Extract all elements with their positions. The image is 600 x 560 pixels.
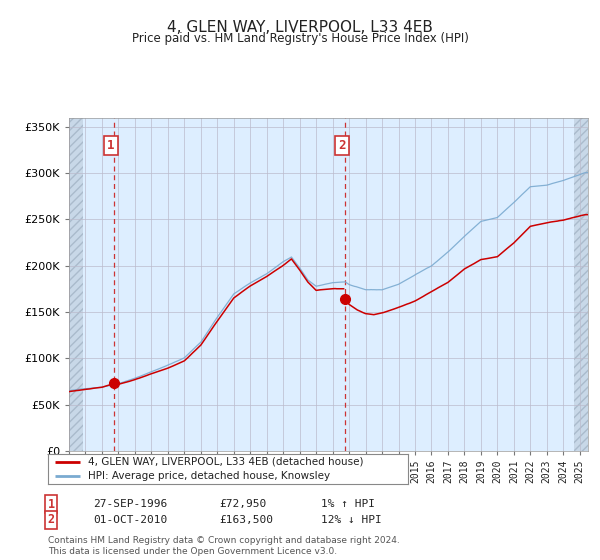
Text: 1: 1 bbox=[47, 497, 55, 511]
Text: £72,950: £72,950 bbox=[219, 499, 266, 509]
Text: 2: 2 bbox=[47, 513, 55, 526]
Bar bbox=[69, 118, 83, 451]
Text: 1: 1 bbox=[107, 139, 115, 152]
Text: 4, GLEN WAY, LIVERPOOL, L33 4EB: 4, GLEN WAY, LIVERPOOL, L33 4EB bbox=[167, 20, 433, 35]
Text: HPI: Average price, detached house, Knowsley: HPI: Average price, detached house, Know… bbox=[88, 471, 330, 481]
Text: 4, GLEN WAY, LIVERPOOL, L33 4EB (detached house): 4, GLEN WAY, LIVERPOOL, L33 4EB (detache… bbox=[88, 457, 363, 467]
Text: 1% ↑ HPI: 1% ↑ HPI bbox=[321, 499, 375, 509]
Text: £163,500: £163,500 bbox=[219, 515, 273, 525]
Bar bbox=[574, 118, 590, 451]
Text: Price paid vs. HM Land Registry's House Price Index (HPI): Price paid vs. HM Land Registry's House … bbox=[131, 32, 469, 45]
Text: 27-SEP-1996: 27-SEP-1996 bbox=[93, 499, 167, 509]
Text: 01-OCT-2010: 01-OCT-2010 bbox=[93, 515, 167, 525]
Text: Contains HM Land Registry data © Crown copyright and database right 2024.
This d: Contains HM Land Registry data © Crown c… bbox=[48, 536, 400, 556]
Text: 12% ↓ HPI: 12% ↓ HPI bbox=[321, 515, 382, 525]
Text: 2: 2 bbox=[338, 139, 346, 152]
